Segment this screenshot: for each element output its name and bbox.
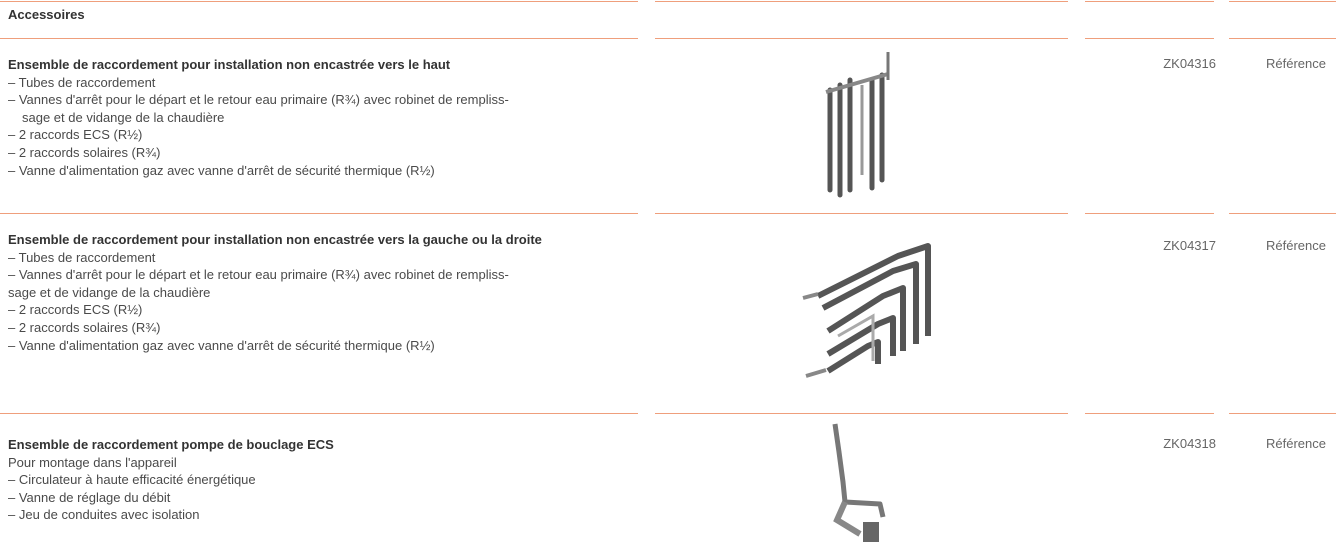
item-text: Ensemble de raccordement pour installati… [8,56,628,179]
item-text: Ensemble de raccordement pour installati… [8,231,628,354]
section-title: Accessoires [8,7,85,22]
item-line: – 2 raccords ECS (R½) [8,302,143,318]
item-reference: Référence [1266,436,1326,451]
item-reference: Référence [1266,238,1326,253]
item-line: – Vannes d'arrêt pour le départ et le re… [8,267,509,283]
product-image [825,52,890,198]
item-title: Ensemble de raccordement pour installati… [8,57,451,72]
product-image [802,243,931,378]
item-line: – Vanne d'alimentation gaz avec vanne d'… [8,162,435,178]
item-title: Ensemble de raccordement pompe de boucla… [8,437,334,452]
item-line: – Vanne de réglage du débit [8,489,171,505]
item-line: – Tubes de raccordement [8,249,156,265]
item-line: Pour montage dans l'appareil [8,454,177,470]
item-line: – 2 raccords solaires (R¾) [8,144,161,160]
item-line: – Vannes d'arrêt pour le départ et le re… [8,92,509,108]
item-text: Ensemble de raccordement pompe de boucla… [8,436,628,524]
item-line: sage et de vidange de la chaudière [22,109,225,125]
item-reference: Référence [1266,56,1326,71]
item-line: sage et de vidange de la chaudière [8,284,211,300]
item-code: ZK04317 [1163,238,1216,253]
item-title: Ensemble de raccordement pour installati… [8,232,542,247]
item-line: – 2 raccords solaires (R¾) [8,319,161,335]
item-line: – Circulateur à haute efficacité énergét… [8,472,256,488]
item-code: ZK04318 [1163,436,1216,451]
item-line: – Vanne d'alimentation gaz avec vanne d'… [8,337,435,353]
item-line: – Jeu de conduites avec isolation [8,507,200,523]
item-line: – Tubes de raccordement [8,74,156,90]
item-line: – 2 raccords ECS (R½) [8,127,143,143]
item-code: ZK04316 [1163,56,1216,71]
product-image [832,423,886,542]
